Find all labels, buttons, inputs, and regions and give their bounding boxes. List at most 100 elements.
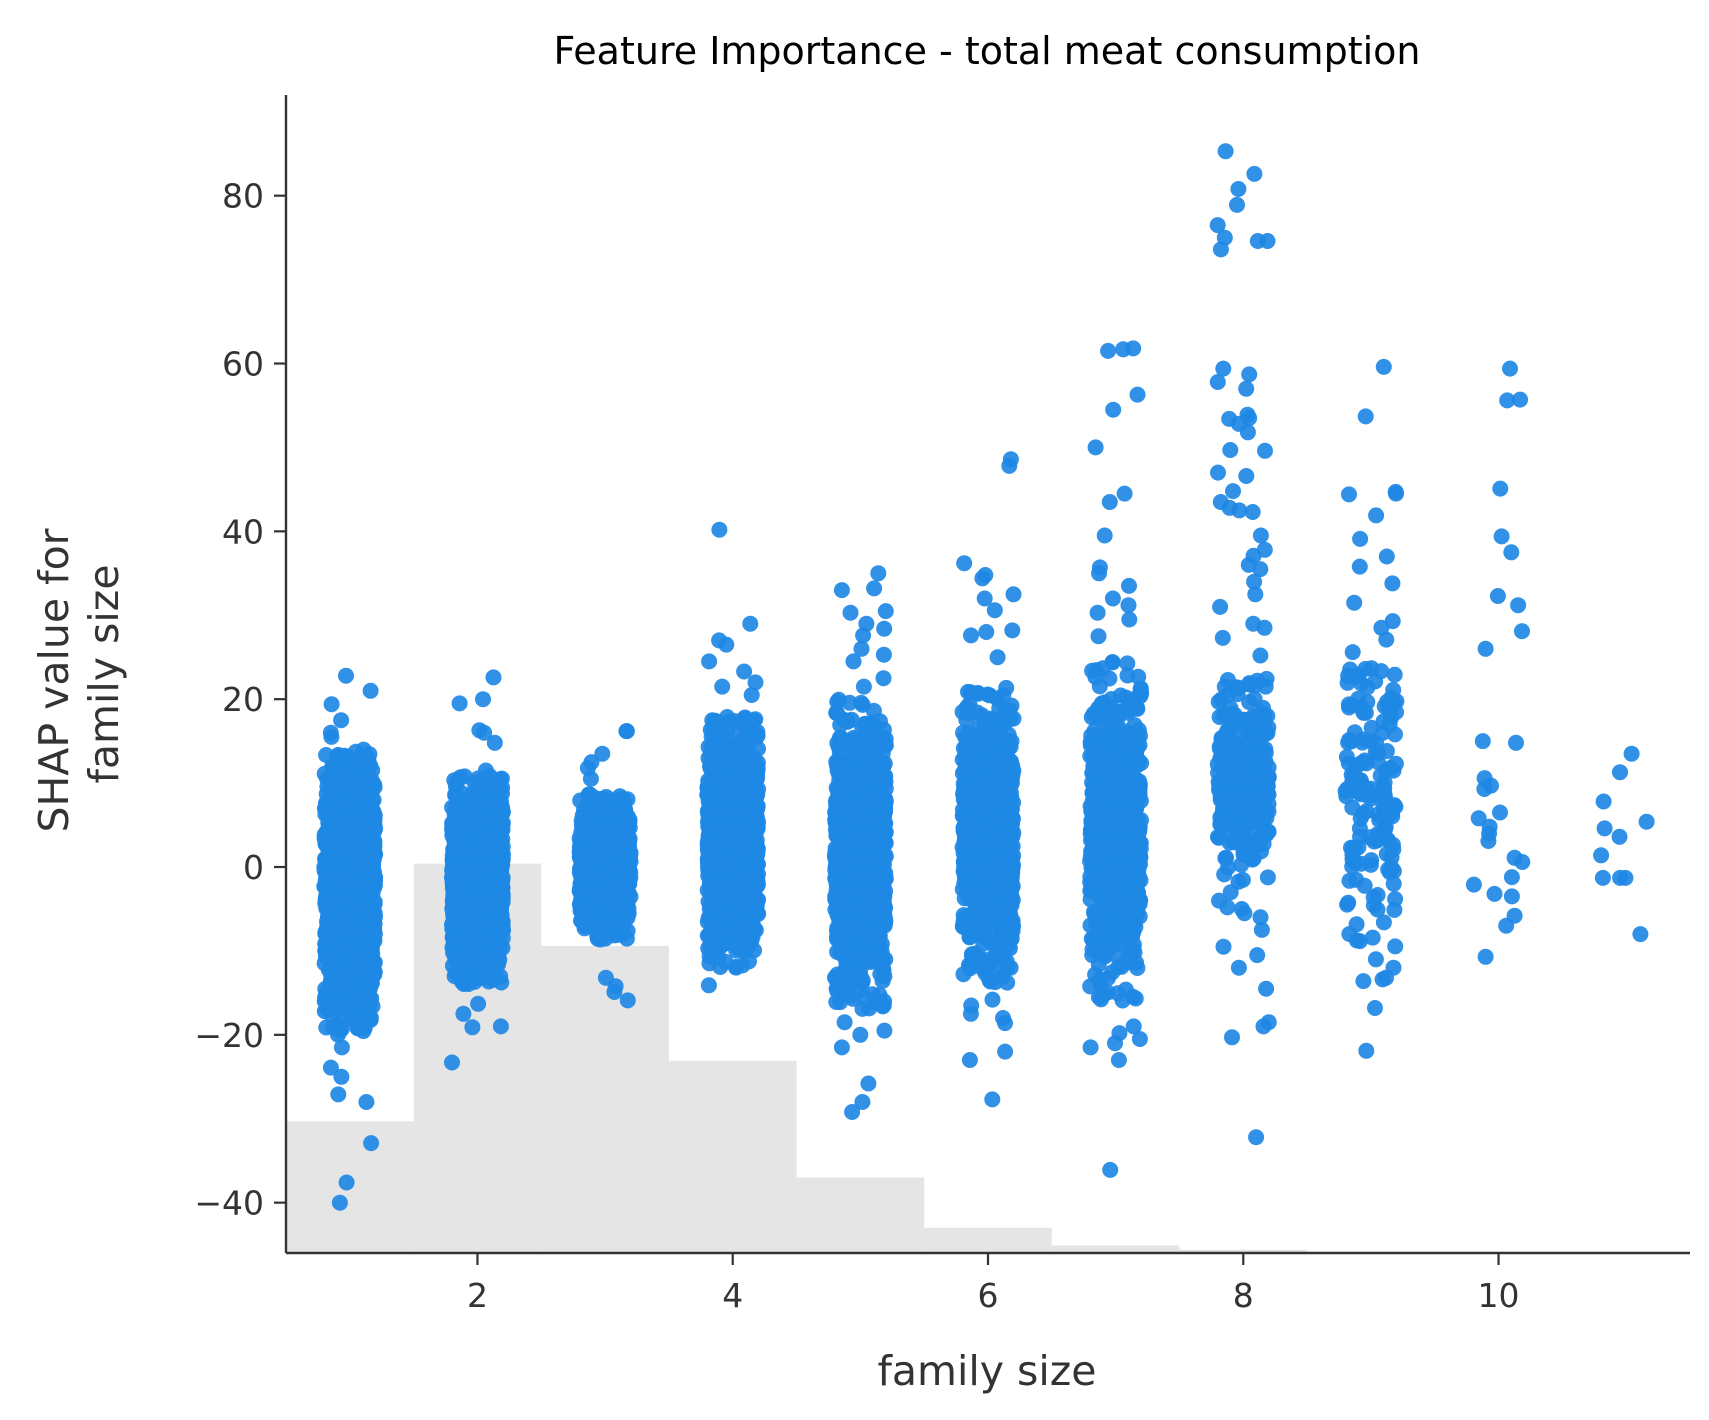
scatter-point xyxy=(581,794,598,811)
scatter-point xyxy=(723,917,740,934)
scatter-point xyxy=(729,858,746,875)
scatter-point xyxy=(318,1019,335,1036)
scatter-point xyxy=(319,770,336,787)
scatter-point xyxy=(492,894,509,911)
scatter-point xyxy=(331,1194,348,1211)
scatter-point xyxy=(606,833,623,850)
scatter-point xyxy=(337,805,353,822)
scatter-point xyxy=(481,950,497,967)
scatter-point xyxy=(618,723,635,740)
scatter-point xyxy=(714,678,731,695)
histogram-bar xyxy=(668,1060,797,1253)
scatter-point xyxy=(475,691,491,708)
histogram-bar xyxy=(1179,1249,1308,1253)
scatter-point xyxy=(702,721,719,738)
scatter-point xyxy=(727,843,744,860)
scatter-points-layer xyxy=(316,143,1655,1211)
scatter-point xyxy=(590,864,607,881)
scatter-point xyxy=(361,746,378,763)
scatter-point xyxy=(349,847,366,864)
scatter-point xyxy=(744,786,761,803)
scatter-point xyxy=(455,1005,472,1022)
scatter-point xyxy=(606,867,622,883)
scatter-point xyxy=(328,886,345,903)
scatter-point xyxy=(470,995,487,1012)
scatter-point xyxy=(478,874,495,890)
scatter-point xyxy=(734,904,751,921)
scatter-point xyxy=(481,806,498,823)
scatter-point xyxy=(323,728,340,745)
scatter-point xyxy=(748,855,764,872)
scatter-point xyxy=(356,1001,373,1018)
scatter-point xyxy=(606,984,623,1000)
scatter-point xyxy=(333,712,350,729)
scatter-point xyxy=(341,788,358,804)
scatter-point xyxy=(619,992,636,1009)
scatter-point xyxy=(742,615,759,632)
scatter-point xyxy=(322,853,339,870)
scatter-point xyxy=(582,770,599,787)
scatter-point xyxy=(338,667,354,684)
scatter-point xyxy=(726,770,743,787)
scatter-point xyxy=(328,923,345,940)
scatter-point xyxy=(321,904,338,921)
scatter-point xyxy=(323,992,340,1009)
scatter-point xyxy=(603,817,620,834)
scatter-point xyxy=(452,881,469,898)
scatter-point xyxy=(365,867,382,884)
scatter-point xyxy=(363,1135,380,1152)
scatter-point xyxy=(340,932,357,949)
scatter-point xyxy=(349,861,366,878)
scatter-point xyxy=(446,926,463,943)
scatter-point xyxy=(364,844,381,861)
scatter-point xyxy=(363,772,380,789)
scatter-point xyxy=(323,696,340,713)
scatter-point xyxy=(486,734,503,751)
scatter-point xyxy=(332,1022,349,1039)
scatter-point xyxy=(725,932,742,949)
histogram-bar xyxy=(541,945,669,1253)
scatter-point xyxy=(574,896,591,913)
scatter-point xyxy=(721,713,738,730)
histogram-layer xyxy=(286,863,1435,1253)
scatter-point xyxy=(339,755,356,772)
scatter-point xyxy=(342,975,359,992)
scatter-point xyxy=(702,836,719,853)
scatter-point xyxy=(705,911,722,928)
scatter-point xyxy=(739,739,756,756)
histogram-bar xyxy=(1051,1245,1180,1253)
histogram-bar xyxy=(924,1227,1052,1253)
scatter-point xyxy=(485,669,502,686)
scatter-point xyxy=(596,911,613,928)
scatter-point xyxy=(460,927,477,944)
scatter-point xyxy=(463,851,480,868)
scatter-point xyxy=(491,779,508,796)
scatter-point xyxy=(492,871,509,888)
scatter-point xyxy=(338,1174,355,1191)
scatter-point xyxy=(362,682,379,699)
scatter-point xyxy=(718,636,735,653)
scatter-point xyxy=(748,841,765,858)
scatter-point xyxy=(332,955,349,972)
scatter-point xyxy=(356,885,373,902)
scatter-point xyxy=(360,913,377,930)
scatter-point xyxy=(474,920,491,937)
scatter-point xyxy=(330,1086,347,1103)
scatter-point xyxy=(573,860,590,877)
scatter-point xyxy=(577,824,594,841)
scatter-point xyxy=(364,823,381,840)
scatter-point xyxy=(748,758,765,775)
scatter-point xyxy=(477,762,494,779)
scatter-point xyxy=(744,928,761,945)
scatter-point xyxy=(705,946,722,963)
scatter-point xyxy=(700,977,717,994)
scatter-point xyxy=(743,687,760,703)
scatter-point xyxy=(321,873,338,890)
scatter-point xyxy=(445,942,462,959)
scatter-point xyxy=(444,1054,460,1071)
scatter-point xyxy=(336,853,353,870)
scatter-point xyxy=(362,972,378,989)
scatter-point xyxy=(701,653,718,670)
scatter-point xyxy=(446,772,463,789)
